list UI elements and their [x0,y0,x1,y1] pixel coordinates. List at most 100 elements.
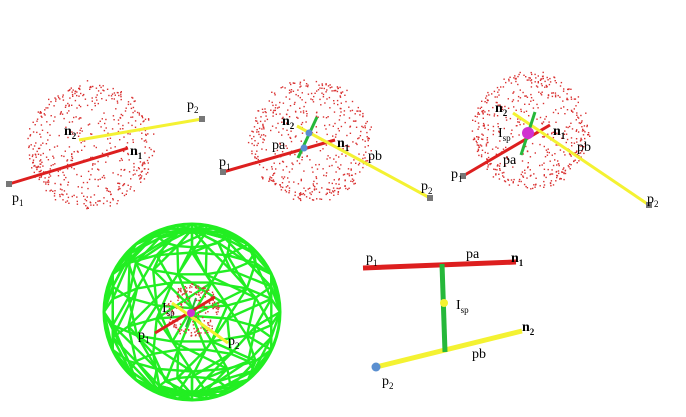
cloud-point [140,177,142,179]
cloud-point [75,116,77,118]
cloud-point [54,190,56,192]
cloud-point [116,100,119,102]
cloud-point [290,130,292,132]
cloud-point [526,79,528,81]
cloud-point [517,100,519,102]
cloud-point [201,287,203,289]
sphere-edge [217,360,249,383]
cloud-point [120,96,122,98]
cloud-point [494,96,496,98]
yellow-line-p2-n2 [171,301,229,345]
cloud-point [180,304,182,306]
cloud-point [142,120,144,123]
cloud-point [183,330,185,332]
cloud-point [483,125,485,127]
sphere-edge [191,377,208,396]
cloud-point [99,120,101,122]
cloud-point [581,120,583,122]
cloud-point [274,183,276,185]
cloud-point [73,168,75,170]
cloud-point [121,159,123,161]
cloud-point [92,204,95,206]
cloud-point [204,312,207,314]
cloud-point [325,172,328,174]
cloud-point [251,130,253,132]
cloud-point [81,186,83,189]
cloud-point [288,192,290,194]
cloud-point [544,86,546,88]
cloud-point [138,112,140,114]
cloud-point [138,114,141,116]
sphere-edge [128,360,137,372]
cloud-point [134,126,137,128]
cloud-point [555,144,557,146]
cloud-point [545,84,547,87]
cloud-point [89,202,92,204]
cloud-point [97,185,99,187]
sphere-edge [155,317,180,351]
cloud-point [288,190,291,192]
cloud-point [575,138,578,140]
cloud-point [91,168,93,170]
cloud-point [484,111,486,113]
endpoint-p1 [460,173,466,179]
cloud-point [584,137,586,140]
cloud-point [97,179,99,181]
cloud-point [301,92,303,94]
cloud-point [551,92,553,94]
cloud-point [33,165,35,167]
cloud-point [294,82,296,84]
cloud-point [526,150,529,153]
cloud-point [554,153,556,155]
cloud-point [301,156,303,158]
cloud-point [476,144,479,146]
cloud-point [527,166,529,169]
cloud-point [576,129,578,131]
cloud-point [48,176,50,179]
cloud-point [37,153,40,155]
cloud-point [554,94,557,96]
sphere-edge [153,348,179,355]
cloud-point [144,168,146,170]
cloud-point [179,333,181,335]
cloud-point [83,203,85,205]
cloud-point [49,168,51,170]
sphere-edge [177,244,193,249]
cloud-point [307,85,309,88]
cloud-point [560,178,562,180]
cloud-point [285,96,287,98]
cloud-point [68,121,71,123]
cloud-point [54,97,56,99]
cloud-point [32,121,34,123]
cloud-point [477,113,479,115]
cloud-point [331,164,333,167]
cloud-point [265,115,267,117]
cloud-point [486,113,489,116]
cloud-point [71,195,73,198]
cloud-point [286,122,288,124]
cloud-point [530,79,533,81]
cloud-point [524,95,526,97]
cloud-point [333,90,335,92]
cloud-point [319,198,321,200]
cloud-point [324,102,326,104]
cloud-point [484,101,486,103]
cloud-point [307,188,309,190]
cloud-point [366,120,368,123]
cloud-point [287,177,289,179]
cloud-point [208,302,211,304]
cloud-point [530,80,532,82]
cloud-point [145,139,147,141]
cloud-point [289,137,292,139]
cloud-point [52,190,54,192]
cloud-point [520,180,522,183]
endpoint-p1 [6,181,12,187]
intersection-point-isp [187,309,195,317]
cloud-point [47,139,49,141]
cloud-point [117,200,119,202]
cloud-point [545,149,548,151]
cloud-point [501,108,504,111]
cloud-point [288,116,291,118]
cloud-point [574,98,577,100]
cloud-point [519,123,521,126]
